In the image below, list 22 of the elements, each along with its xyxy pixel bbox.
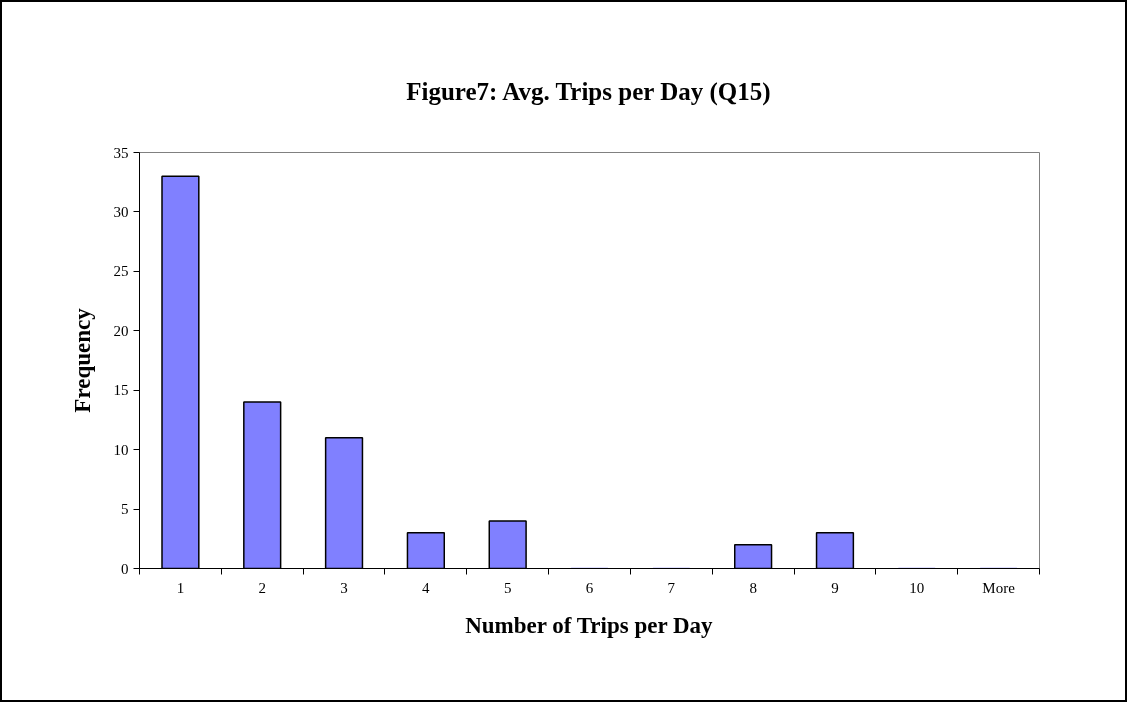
- x-tick-label: 10: [909, 579, 925, 596]
- y-tick-label: 35: [113, 144, 129, 161]
- chart-title: Figure7: Avg. Trips per Day (Q15): [406, 78, 771, 106]
- y-tick-label: 20: [113, 322, 129, 339]
- x-tick-label: 2: [258, 579, 266, 596]
- x-tick-label: 5: [503, 579, 512, 596]
- x-tick-label: 1: [176, 579, 185, 596]
- x-tick-label: 4: [422, 579, 431, 596]
- y-tick-label: 0: [121, 560, 129, 577]
- x-tick-label: More: [982, 579, 1016, 596]
- y-tick-label: 15: [113, 382, 129, 399]
- x-tick-label: 6: [585, 579, 594, 596]
- x-tick-label: 9: [831, 579, 839, 596]
- y-axis-title: Frequency: [69, 307, 95, 413]
- y-tick-label: 5: [121, 501, 129, 518]
- x-tick-label: 7: [667, 579, 676, 596]
- y-tick-label: 25: [113, 263, 129, 280]
- x-tick-label: 8: [749, 579, 757, 596]
- x-tick-label: 3: [340, 579, 348, 596]
- x-axis-title: Number of Trips per Day: [465, 612, 714, 638]
- y-tick-label: 30: [113, 203, 129, 220]
- y-tick-label: 10: [113, 441, 129, 458]
